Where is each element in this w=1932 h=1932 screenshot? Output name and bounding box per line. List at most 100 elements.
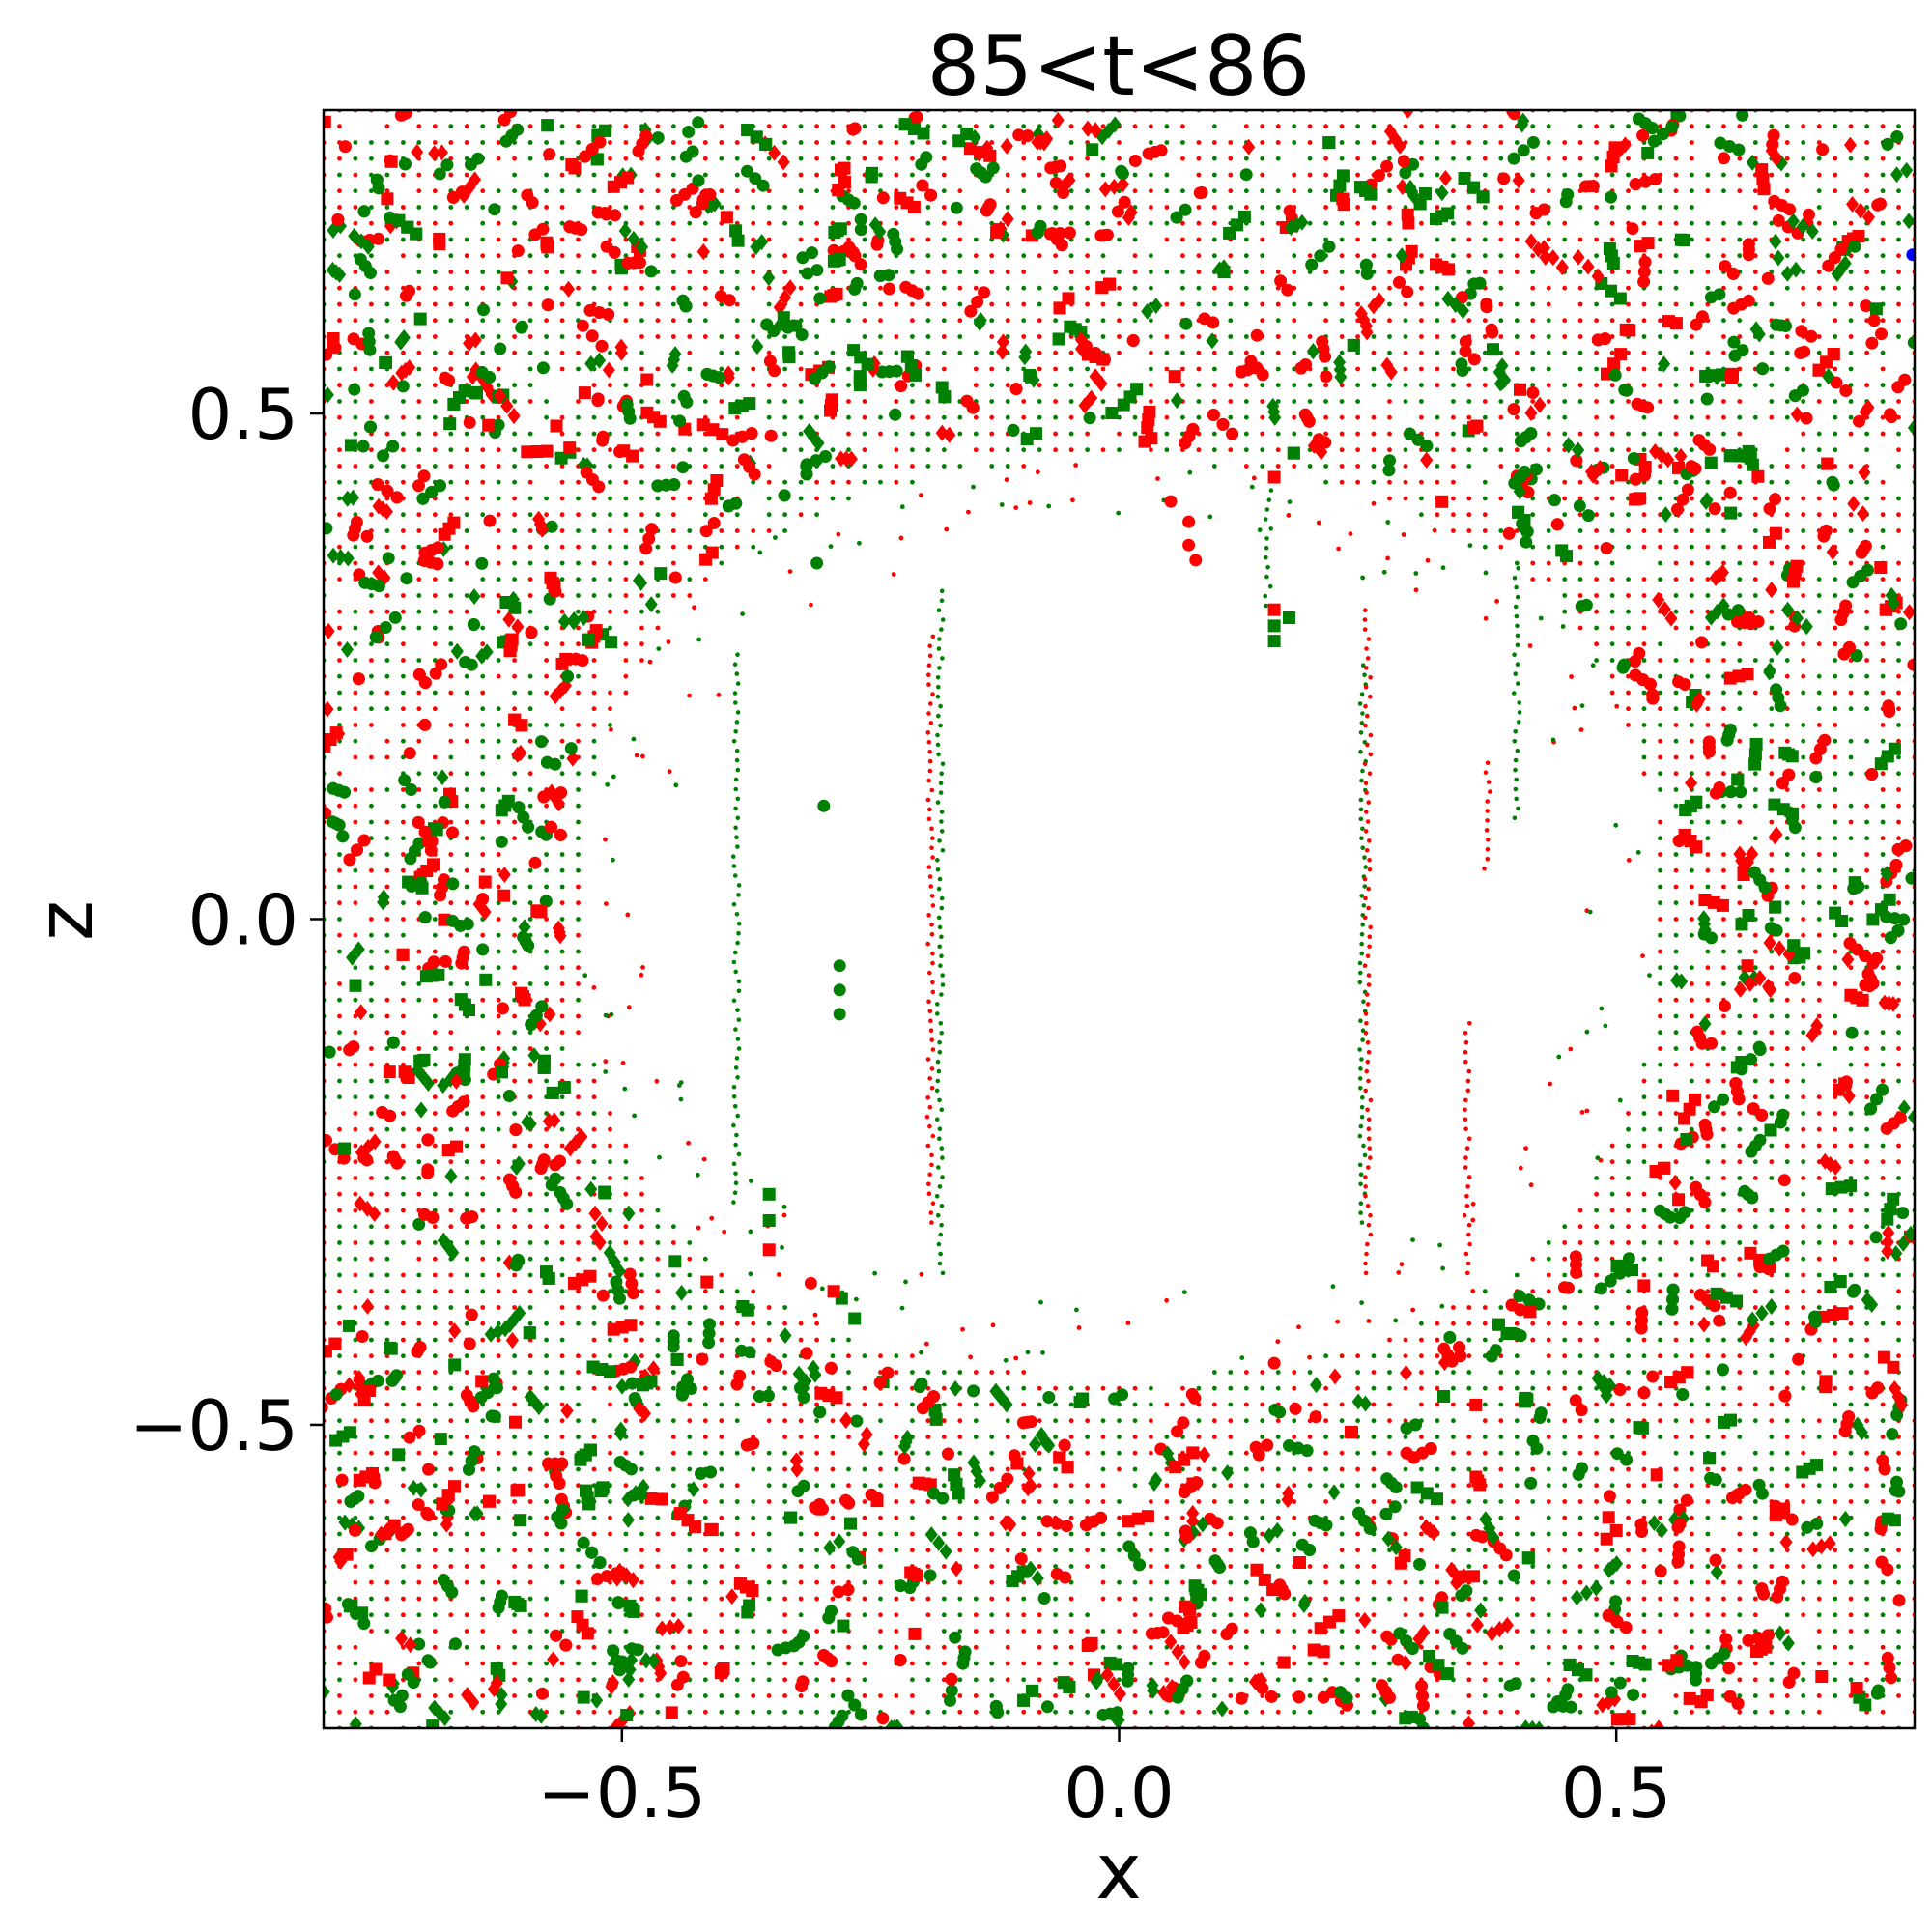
lattice-particle <box>941 1644 947 1650</box>
lattice-particle <box>1164 1515 1170 1520</box>
lattice-particle <box>639 560 644 566</box>
lattice-particle <box>464 1531 469 1537</box>
lattice-particle <box>432 399 438 404</box>
lattice-particle <box>1419 1579 1424 1585</box>
lattice-particle <box>448 237 454 242</box>
lattice-particle <box>623 512 629 518</box>
lattice-particle <box>576 399 581 404</box>
lattice-particle <box>989 1466 995 1472</box>
lattice-particle <box>544 1240 549 1245</box>
lattice-particle <box>401 1548 406 1553</box>
lattice-particle <box>1419 1612 1424 1618</box>
lattice-particle <box>878 431 883 437</box>
lattice-particle <box>608 464 612 469</box>
lattice-particle <box>1260 270 1265 274</box>
lattice-particle <box>1132 1385 1138 1391</box>
lattice-particle <box>1275 1385 1281 1391</box>
lattice-particle <box>766 1402 772 1407</box>
lattice-particle <box>401 1321 406 1326</box>
lattice-particle <box>734 188 740 194</box>
lattice-particle <box>384 1030 390 1036</box>
lattice-particle <box>1228 1450 1234 1456</box>
lattice-particle <box>782 1579 787 1585</box>
lattice-particle <box>1005 1612 1010 1618</box>
lattice-particle <box>1626 1370 1631 1375</box>
lattice-particle <box>1053 253 1058 259</box>
lattice-particle <box>1196 366 1202 372</box>
lattice-particle <box>353 932 358 938</box>
lattice-particle <box>1387 301 1392 307</box>
lattice-particle <box>878 1353 883 1359</box>
lattice-particle <box>480 1062 486 1067</box>
lattice-particle <box>512 544 517 550</box>
lattice-particle <box>1211 237 1217 242</box>
lattice-particle <box>910 140 915 145</box>
lattice-particle <box>1164 301 1170 307</box>
lattice-particle <box>1594 1337 1599 1343</box>
lattice-particle <box>1641 754 1647 760</box>
lattice-particle <box>989 301 995 307</box>
lattice-particle <box>894 464 899 469</box>
lattice-particle <box>670 237 676 242</box>
lattice-particle <box>576 723 581 727</box>
lattice-particle <box>1419 496 1424 501</box>
lattice-particle <box>1211 1531 1217 1537</box>
lattice-particle <box>1355 1564 1360 1569</box>
lattice-particle <box>1466 1499 1472 1504</box>
lattice-particle <box>464 285 469 291</box>
lattice-particle <box>1514 1353 1520 1359</box>
lattice-particle <box>559 1321 565 1326</box>
lattice-particle <box>1609 1548 1615 1553</box>
lattice-particle <box>576 1579 581 1585</box>
lattice-particle <box>878 383 883 388</box>
lattice-particle <box>1641 1579 1647 1585</box>
lattice-particle <box>1149 399 1153 404</box>
lattice-particle <box>353 1208 358 1213</box>
lattice-particle <box>1085 1661 1090 1666</box>
lattice-particle <box>432 220 438 226</box>
lattice-particle <box>1387 1596 1392 1602</box>
lattice-particle <box>353 1272 358 1278</box>
lattice-particle <box>1658 544 1662 550</box>
lattice-particle <box>1260 1418 1265 1424</box>
lattice-particle <box>1594 641 1599 647</box>
lattice-particle <box>1514 1515 1520 1520</box>
lattice-particle <box>337 1256 342 1262</box>
lattice-particle <box>1100 301 1106 307</box>
lattice-particle <box>1641 1191 1647 1197</box>
lattice-particle <box>989 1612 995 1618</box>
lattice-particle <box>608 1629 612 1634</box>
lattice-particle <box>862 447 867 453</box>
lattice-particle <box>464 1272 469 1278</box>
lattice-particle <box>1100 1548 1106 1553</box>
lattice-particle <box>1641 1693 1647 1698</box>
lattice-particle <box>1466 124 1472 129</box>
lattice-particle <box>734 1402 740 1407</box>
lattice-particle <box>1658 1126 1662 1132</box>
lattice-particle <box>448 771 454 777</box>
lattice-particle <box>369 932 374 938</box>
lattice-particle <box>989 1629 995 1634</box>
lattice-particle <box>1641 577 1647 582</box>
lattice-particle <box>1053 270 1058 274</box>
lattice-particle <box>576 1370 581 1375</box>
lattice-particle <box>1005 1370 1010 1375</box>
lattice-particle <box>432 1353 438 1359</box>
lattice-particle <box>544 1208 549 1213</box>
lattice-particle <box>559 301 565 307</box>
lattice-particle <box>1530 285 1536 291</box>
lattice-particle <box>559 318 565 324</box>
lattice-particle <box>1609 220 1615 226</box>
lattice-particle <box>1371 156 1377 161</box>
lattice-particle <box>384 867 390 873</box>
lattice-particle <box>1196 1435 1202 1439</box>
lattice-particle <box>384 1224 390 1230</box>
lattice-particle <box>925 414 931 420</box>
lattice-particle <box>608 1224 612 1230</box>
lattice-particle <box>384 334 390 339</box>
lattice-particle <box>655 1402 661 1407</box>
lattice-particle <box>337 1078 342 1084</box>
lattice-particle <box>559 723 565 727</box>
lattice-particle <box>670 1612 676 1618</box>
lattice-particle <box>1164 205 1170 210</box>
